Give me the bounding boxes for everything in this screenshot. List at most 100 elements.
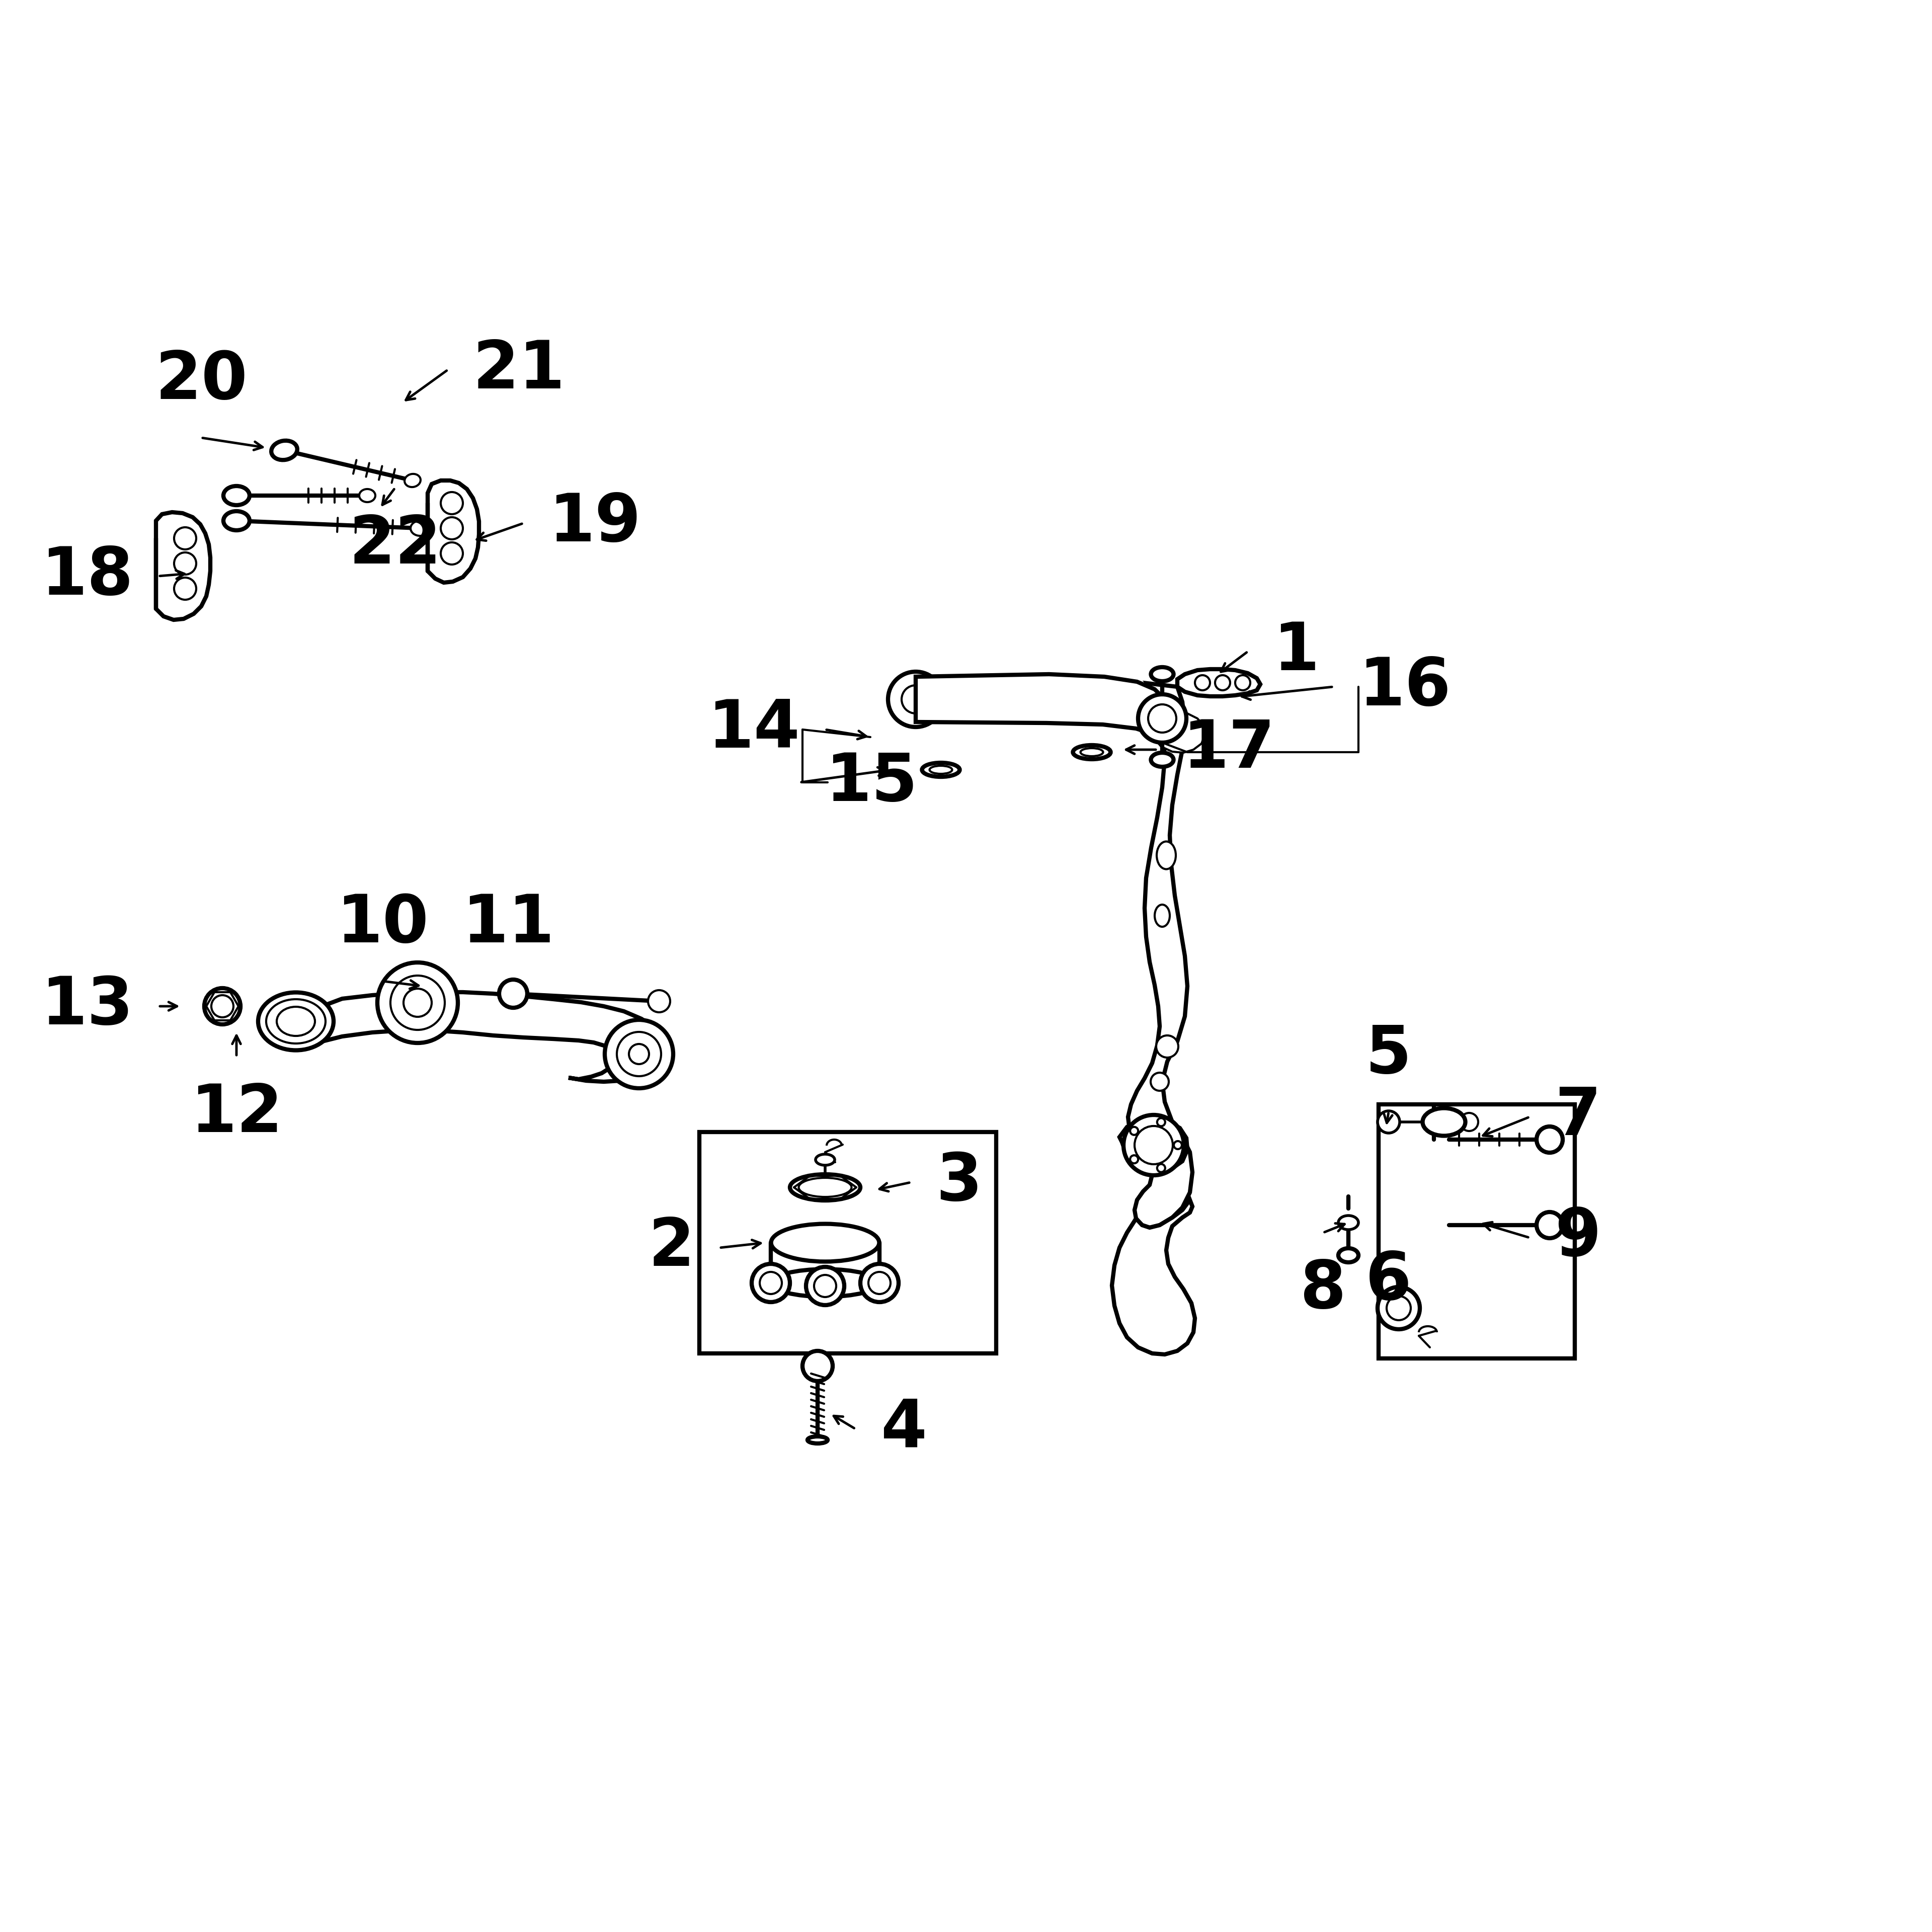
Text: 14: 14 xyxy=(707,697,800,761)
Text: 1: 1 xyxy=(1273,620,1320,684)
Circle shape xyxy=(616,1032,661,1076)
Ellipse shape xyxy=(259,993,334,1051)
Ellipse shape xyxy=(1072,746,1111,759)
Circle shape xyxy=(752,1264,790,1302)
Bar xyxy=(1379,1105,1575,1358)
Circle shape xyxy=(440,518,464,539)
Polygon shape xyxy=(1128,684,1192,1227)
Ellipse shape xyxy=(224,512,249,529)
Text: 4: 4 xyxy=(881,1397,927,1461)
Text: 11: 11 xyxy=(462,893,554,956)
Circle shape xyxy=(813,1275,837,1296)
Circle shape xyxy=(889,672,943,726)
Text: 3: 3 xyxy=(935,1150,981,1215)
Text: 17: 17 xyxy=(1182,717,1275,782)
Circle shape xyxy=(1134,1126,1173,1165)
Text: 2: 2 xyxy=(647,1215,694,1279)
Text: 18: 18 xyxy=(41,545,133,609)
Ellipse shape xyxy=(929,765,952,775)
Circle shape xyxy=(1175,1142,1182,1150)
Circle shape xyxy=(174,553,197,574)
Text: 16: 16 xyxy=(1358,655,1451,719)
Text: 22: 22 xyxy=(350,514,440,578)
Circle shape xyxy=(1130,1155,1138,1163)
Circle shape xyxy=(1461,1113,1478,1130)
Ellipse shape xyxy=(1151,667,1173,682)
Circle shape xyxy=(1157,1165,1165,1173)
Ellipse shape xyxy=(815,1153,835,1165)
Ellipse shape xyxy=(1080,748,1103,755)
Ellipse shape xyxy=(359,489,375,502)
Circle shape xyxy=(440,493,464,514)
Text: 12: 12 xyxy=(189,1082,282,1146)
Circle shape xyxy=(1124,1115,1184,1175)
Text: 5: 5 xyxy=(1366,1022,1412,1086)
Ellipse shape xyxy=(771,1269,879,1296)
Circle shape xyxy=(867,1271,891,1294)
Text: 8: 8 xyxy=(1300,1258,1347,1321)
Text: 20: 20 xyxy=(155,348,247,413)
Circle shape xyxy=(174,527,197,549)
Circle shape xyxy=(1138,694,1186,742)
Circle shape xyxy=(390,976,444,1030)
Polygon shape xyxy=(156,512,211,620)
Ellipse shape xyxy=(798,1179,852,1198)
Polygon shape xyxy=(1155,711,1206,753)
Circle shape xyxy=(1148,705,1177,732)
Circle shape xyxy=(1130,1126,1138,1134)
Ellipse shape xyxy=(410,522,429,535)
Circle shape xyxy=(759,1271,782,1294)
Text: 6: 6 xyxy=(1366,1250,1412,1314)
Circle shape xyxy=(860,1264,898,1302)
Circle shape xyxy=(605,1020,672,1088)
Circle shape xyxy=(404,989,431,1016)
Polygon shape xyxy=(1177,668,1260,696)
Ellipse shape xyxy=(270,440,298,460)
Circle shape xyxy=(802,1350,833,1381)
Polygon shape xyxy=(323,993,667,1082)
Ellipse shape xyxy=(224,487,249,504)
Ellipse shape xyxy=(922,763,960,777)
Ellipse shape xyxy=(1157,842,1177,869)
Circle shape xyxy=(902,686,929,713)
Text: 10: 10 xyxy=(336,893,429,956)
Circle shape xyxy=(1157,1119,1165,1126)
Polygon shape xyxy=(916,674,1165,740)
Ellipse shape xyxy=(276,1007,315,1036)
Circle shape xyxy=(630,1043,649,1065)
Polygon shape xyxy=(1113,1200,1194,1354)
Circle shape xyxy=(377,962,458,1043)
Ellipse shape xyxy=(771,1223,879,1262)
Ellipse shape xyxy=(1151,753,1173,767)
Circle shape xyxy=(1194,674,1209,690)
Polygon shape xyxy=(1119,1119,1188,1171)
Ellipse shape xyxy=(808,1435,827,1443)
Text: 9: 9 xyxy=(1555,1206,1602,1269)
Circle shape xyxy=(205,987,240,1024)
Circle shape xyxy=(806,1267,844,1306)
Circle shape xyxy=(1536,1126,1563,1153)
Text: 7: 7 xyxy=(1555,1086,1602,1150)
Ellipse shape xyxy=(790,1175,860,1200)
Circle shape xyxy=(1151,1072,1169,1092)
Circle shape xyxy=(1155,1036,1179,1057)
Circle shape xyxy=(1215,674,1231,690)
Ellipse shape xyxy=(267,999,325,1043)
Circle shape xyxy=(1378,1111,1399,1132)
Circle shape xyxy=(647,989,670,1012)
Text: 21: 21 xyxy=(473,338,566,402)
Bar xyxy=(699,1132,997,1354)
Circle shape xyxy=(174,578,197,599)
Ellipse shape xyxy=(1339,1248,1358,1262)
Circle shape xyxy=(1235,674,1250,690)
Circle shape xyxy=(440,543,464,564)
Circle shape xyxy=(1387,1296,1410,1320)
Circle shape xyxy=(211,995,234,1018)
Ellipse shape xyxy=(1155,904,1169,927)
Circle shape xyxy=(498,980,527,1009)
Text: 15: 15 xyxy=(825,750,918,813)
Circle shape xyxy=(1536,1211,1563,1238)
Ellipse shape xyxy=(1339,1215,1358,1229)
Ellipse shape xyxy=(1422,1109,1464,1136)
Text: 13: 13 xyxy=(41,974,133,1037)
